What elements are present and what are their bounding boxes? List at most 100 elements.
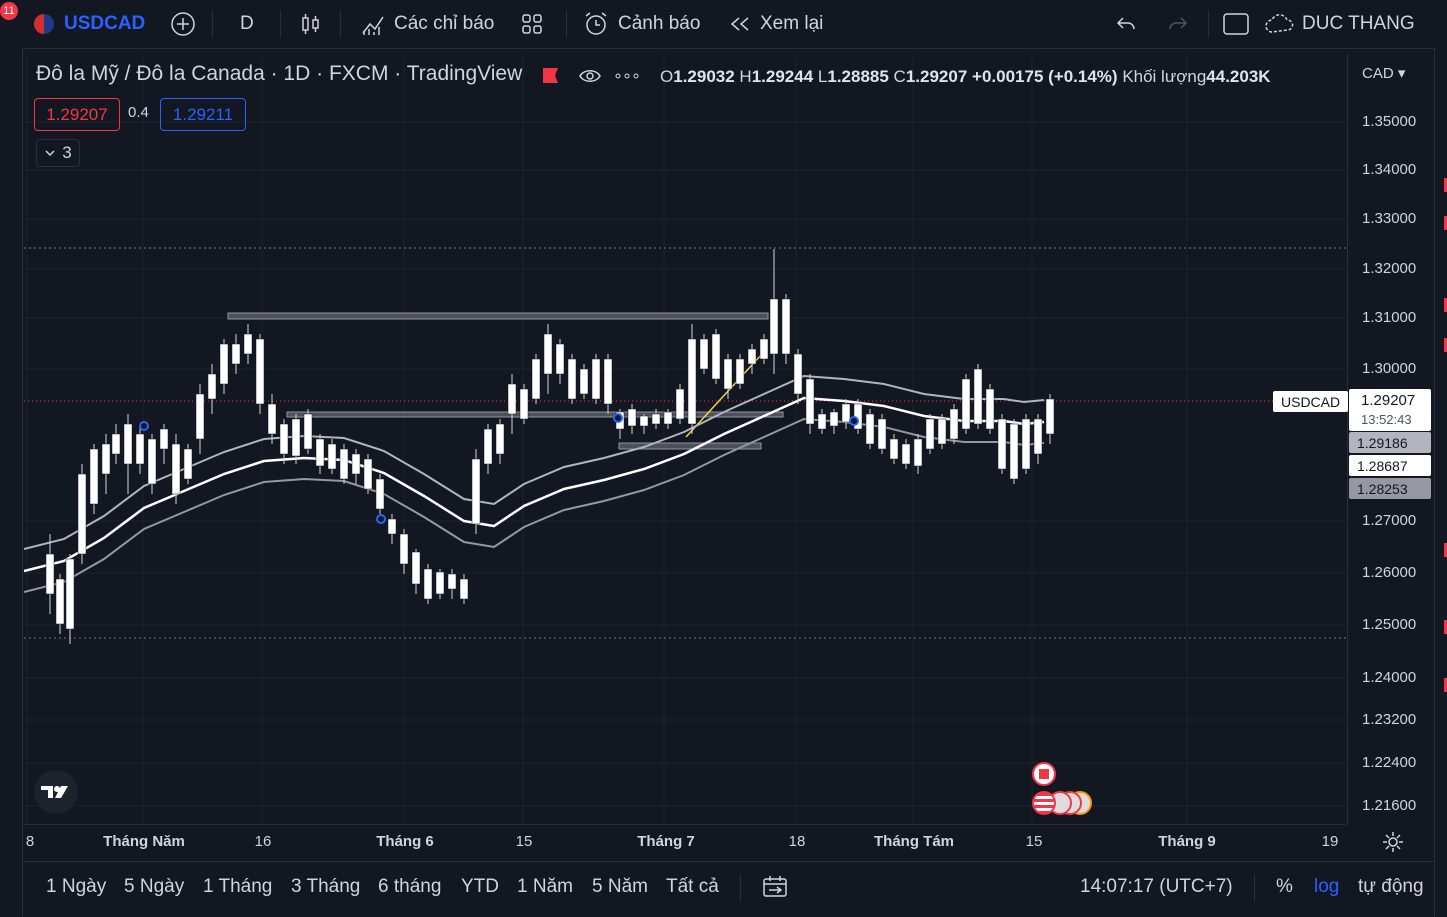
range-button[interactable]: 3 Tháng — [291, 876, 361, 897]
candle-body — [817, 413, 827, 430]
high-prefix: H — [739, 67, 752, 86]
candle-body — [435, 571, 445, 595]
candle-body — [699, 338, 709, 370]
candle-body — [519, 388, 529, 420]
candle-body — [781, 298, 791, 355]
buy-button[interactable]: 1.29211 — [160, 98, 246, 131]
sell-button[interactable]: 1.29207 — [34, 98, 120, 131]
eye-icon[interactable] — [578, 66, 602, 86]
interval-button[interactable]: D — [240, 0, 254, 48]
candle-body — [339, 448, 349, 480]
time-tick-label: Tháng 6 — [376, 833, 434, 850]
price-tick-label: 1.22400 — [1362, 754, 1417, 771]
replay-label: Xem lại — [760, 13, 824, 34]
range-button[interactable]: 5 Năm — [592, 876, 648, 897]
candle-body — [805, 378, 815, 425]
notification-badge[interactable]: 11 — [0, 2, 18, 20]
candle-body — [723, 358, 733, 390]
canada-event-icon[interactable] — [1032, 762, 1056, 786]
support-zone-low — [618, 442, 762, 450]
redo-button[interactable] — [1166, 0, 1190, 48]
candle-body — [579, 368, 589, 395]
candle-body — [77, 473, 87, 555]
last-price: 1.29207 — [1361, 392, 1416, 409]
candle-body — [279, 423, 289, 455]
symbol-search-button[interactable]: USDCAD — [34, 0, 145, 48]
candle-body — [363, 458, 373, 490]
time-tick-label: 15 — [515, 833, 533, 850]
chart-type-button[interactable] — [298, 0, 322, 48]
user-menu-button[interactable]: DUC THANG — [1264, 0, 1415, 48]
fullscreen-button[interactable] — [1222, 0, 1250, 48]
candle-body — [89, 448, 99, 505]
settings-gear-icon[interactable] — [1382, 831, 1404, 853]
time-tick-label: 8 — [25, 833, 35, 850]
band-mid-tag: 1.28687 — [1349, 455, 1431, 476]
currency-selector[interactable]: CAD ▾ — [1362, 65, 1406, 82]
range-button[interactable]: YTD — [461, 876, 499, 897]
candle-body — [747, 348, 757, 365]
percent-toggle[interactable]: % — [1276, 876, 1293, 897]
candle-body — [183, 448, 193, 480]
price-chart[interactable] — [24, 54, 1346, 824]
symbol-legend-title[interactable]: Đô la Mỹ / Đô la Canada · 1D · FXCM · Tr… — [36, 62, 523, 85]
candle-body — [1009, 423, 1019, 480]
calendar-range-icon[interactable] — [762, 875, 788, 899]
candle-body — [793, 353, 803, 395]
candle-body — [543, 333, 553, 375]
signal-marker — [139, 421, 149, 431]
range-button[interactable]: 5 Ngày — [124, 876, 185, 897]
candle-body — [829, 411, 839, 427]
candles-icon — [302, 14, 319, 34]
flag-marker-icon — [543, 68, 558, 83]
auto-scale-toggle[interactable]: tự động — [1358, 876, 1424, 897]
time-tick-label: 16 — [254, 833, 272, 850]
alerts-button[interactable]: Cảnh báo — [582, 0, 700, 48]
alarm-clock-icon — [585, 12, 607, 35]
price-axis[interactable]: CAD ▾ 1.35000 1.34000 1.33000 1.32000 1.3100… — [1347, 54, 1434, 824]
candle-body — [375, 478, 385, 510]
candle-body — [1045, 398, 1055, 435]
compare-add-button[interactable] — [170, 0, 196, 48]
timezone-clock[interactable]: 14:07:17 (UTC+7) — [1080, 876, 1233, 897]
candle-body — [111, 433, 121, 455]
undo-button[interactable] — [1114, 0, 1138, 48]
candle-body — [949, 408, 959, 440]
price-tick-label: 1.33000 — [1362, 210, 1417, 227]
price-tick-label: 1.26000 — [1362, 564, 1417, 581]
tradingview-logo[interactable] — [34, 770, 78, 814]
candle-body — [327, 443, 337, 470]
indicators-collapse-button[interactable]: 3 — [36, 139, 80, 167]
range-button[interactable]: 1 Ngày — [46, 876, 107, 897]
range-button[interactable]: 1 Tháng — [203, 876, 273, 897]
candle-body — [315, 438, 325, 467]
range-button[interactable]: Tất cả — [666, 876, 719, 897]
us-events-icon[interactable] — [1032, 791, 1098, 817]
spread-value: 0.4 — [128, 104, 149, 121]
candle-body — [639, 415, 649, 427]
layouts-button[interactable] — [520, 0, 544, 48]
low-prefix: L — [817, 67, 828, 86]
time-tick-label: Tháng 7 — [637, 833, 695, 850]
candle-body — [135, 433, 145, 465]
candle-body — [399, 533, 409, 565]
log-toggle[interactable]: log — [1314, 876, 1340, 897]
more-dots-icon[interactable] — [614, 68, 640, 84]
support-zone — [286, 411, 784, 418]
indicators-button[interactable]: Các chỉ báo — [360, 0, 494, 48]
replay-button[interactable]: Xem lại — [728, 0, 823, 48]
trend-line — [685, 353, 763, 438]
candle-body — [159, 428, 169, 450]
candle-body — [447, 573, 457, 590]
buy-price: 1.29211 — [172, 104, 234, 124]
time-axis[interactable]: 8 Tháng Năm 16 Tháng 6 15 Tháng 7 18 Tháng Tám 1… — [24, 824, 1403, 861]
open-prefix: O — [660, 67, 674, 86]
last-price-box: 1.29207 13:52:43 — [1349, 389, 1431, 431]
band-mid-value: 1.28687 — [1357, 457, 1408, 474]
range-button[interactable]: 6 tháng — [378, 876, 442, 897]
candle-body — [925, 418, 935, 450]
candle-body — [651, 413, 661, 425]
time-tick-label: 15 — [1025, 833, 1043, 850]
price-tick-label: 1.30000 — [1362, 360, 1417, 377]
range-button[interactable]: 1 Năm — [517, 876, 573, 897]
